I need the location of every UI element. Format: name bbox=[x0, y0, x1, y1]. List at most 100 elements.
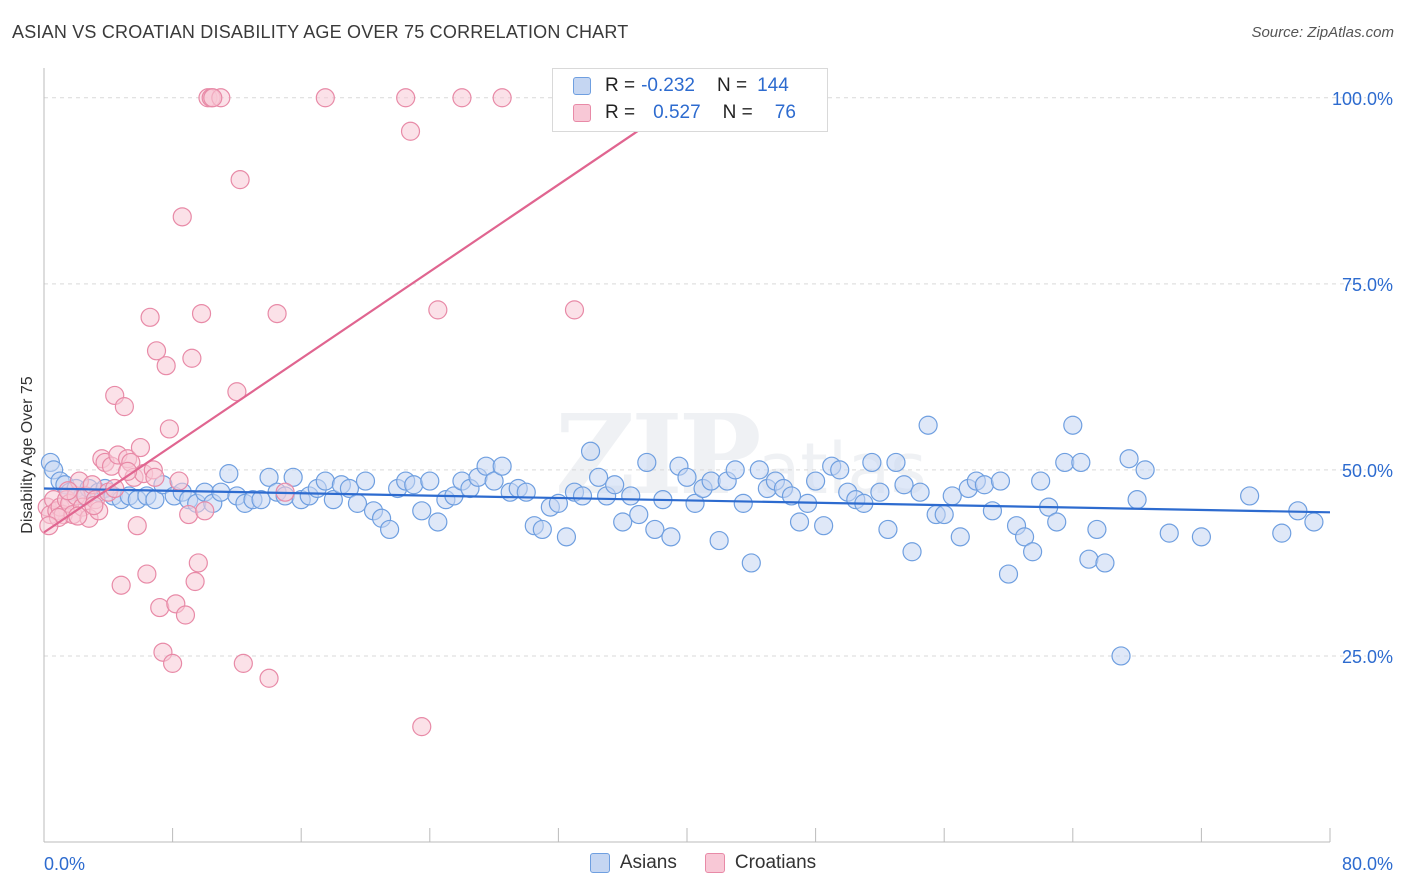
croatians-point bbox=[233, 653, 253, 673]
asians-point bbox=[870, 482, 890, 502]
asians-point bbox=[637, 452, 657, 473]
asians-point bbox=[814, 516, 834, 536]
asians-point bbox=[484, 471, 504, 491]
asians-point bbox=[315, 471, 335, 491]
croatians-point bbox=[230, 170, 250, 190]
asians-point bbox=[645, 519, 665, 540]
asians-point bbox=[1127, 490, 1147, 510]
croatians-point bbox=[114, 397, 134, 417]
asians-point bbox=[1272, 523, 1292, 543]
asians-point bbox=[709, 530, 729, 551]
croatians-point bbox=[191, 303, 212, 324]
asians-point bbox=[1047, 512, 1067, 532]
asians-point bbox=[1014, 527, 1035, 547]
asians-point bbox=[998, 564, 1019, 584]
y-tick-label: 25.0% bbox=[1342, 647, 1393, 667]
croatians-point bbox=[396, 88, 416, 108]
asians-point bbox=[283, 467, 303, 487]
asians-point bbox=[902, 542, 922, 562]
asians-swatch bbox=[589, 853, 610, 873]
asians-point bbox=[733, 493, 753, 513]
croatians-point bbox=[267, 303, 287, 324]
y-tick-label: 50.0% bbox=[1342, 461, 1393, 481]
asians-point bbox=[1071, 452, 1091, 473]
asians-point bbox=[701, 471, 721, 491]
croatians-point bbox=[130, 437, 151, 458]
asians-point bbox=[420, 471, 440, 491]
asians-point bbox=[918, 415, 938, 435]
asians-point bbox=[830, 460, 850, 480]
croatians-point bbox=[156, 356, 176, 376]
asians-point bbox=[805, 471, 826, 491]
asians-point bbox=[259, 467, 279, 487]
croatians-point bbox=[140, 307, 160, 327]
asians-point bbox=[380, 519, 400, 540]
croatians-point bbox=[412, 717, 432, 737]
croatians-swatch bbox=[573, 104, 591, 122]
y-tick-label: 75.0% bbox=[1342, 275, 1393, 295]
asians-point bbox=[934, 504, 954, 525]
croatians-point bbox=[127, 516, 147, 536]
croatians-point bbox=[111, 575, 131, 595]
asians-point bbox=[613, 512, 633, 532]
asians-point bbox=[532, 519, 552, 540]
croatians-point bbox=[169, 471, 189, 491]
croatians-point bbox=[159, 419, 179, 439]
croatians-point bbox=[117, 461, 138, 481]
croatians-point bbox=[188, 553, 208, 573]
asians-point bbox=[677, 467, 697, 487]
asians-point bbox=[1031, 471, 1051, 491]
asians-point bbox=[621, 486, 641, 506]
r-value: -0.232 bbox=[641, 75, 695, 96]
legend-item-croatians: Croatians bbox=[704, 852, 816, 874]
asians-swatch bbox=[573, 77, 591, 95]
croatians-point bbox=[185, 571, 205, 592]
asians-point bbox=[404, 475, 424, 495]
croatians-swatch bbox=[704, 853, 725, 873]
croatians-point bbox=[145, 467, 165, 487]
asians-point bbox=[355, 471, 376, 491]
croatians-point bbox=[400, 121, 421, 141]
croatians-point bbox=[259, 668, 279, 688]
croatians-point bbox=[146, 341, 167, 361]
croatians-trend-line bbox=[43, 96, 688, 534]
croatians-point bbox=[428, 300, 448, 320]
croatians-point bbox=[452, 88, 472, 108]
asians-point bbox=[347, 493, 368, 513]
asians-point bbox=[1191, 527, 1212, 547]
asians-point bbox=[629, 504, 649, 525]
asians-point bbox=[942, 486, 962, 506]
asians-point bbox=[556, 527, 577, 547]
croatians-point bbox=[163, 653, 183, 673]
asians-point bbox=[661, 527, 681, 547]
asians-point bbox=[1023, 542, 1043, 562]
asians-point bbox=[725, 460, 745, 480]
asians-point bbox=[894, 475, 914, 495]
chart-title: ASIAN VS CROATIAN DISABILITY AGE OVER 75… bbox=[12, 22, 629, 42]
asians-point bbox=[1240, 486, 1260, 506]
legend-item-asians: Asians bbox=[589, 852, 677, 874]
croatians-point bbox=[182, 348, 202, 368]
asians-point bbox=[580, 441, 601, 461]
r-value: 0.527 bbox=[653, 102, 701, 123]
asians-point bbox=[572, 486, 593, 506]
asians-point bbox=[412, 501, 432, 521]
asians-point bbox=[219, 464, 239, 484]
asians-point bbox=[1063, 415, 1083, 435]
asians-point bbox=[886, 452, 906, 473]
asians-point bbox=[749, 460, 769, 480]
asians-point bbox=[990, 471, 1011, 491]
source-credit: Source: ZipAtlas.com bbox=[1251, 24, 1394, 41]
asians-point bbox=[910, 482, 930, 502]
asians-point bbox=[950, 527, 970, 547]
croatians-point bbox=[137, 564, 157, 584]
asians-point bbox=[1304, 512, 1324, 532]
asians-point bbox=[1055, 452, 1075, 473]
asians-point bbox=[1079, 549, 1099, 569]
croatians-point bbox=[150, 597, 170, 618]
asians-point bbox=[1135, 460, 1155, 480]
r-label: R = bbox=[605, 102, 636, 123]
asians-point bbox=[605, 475, 625, 495]
croatians-point bbox=[105, 478, 125, 499]
